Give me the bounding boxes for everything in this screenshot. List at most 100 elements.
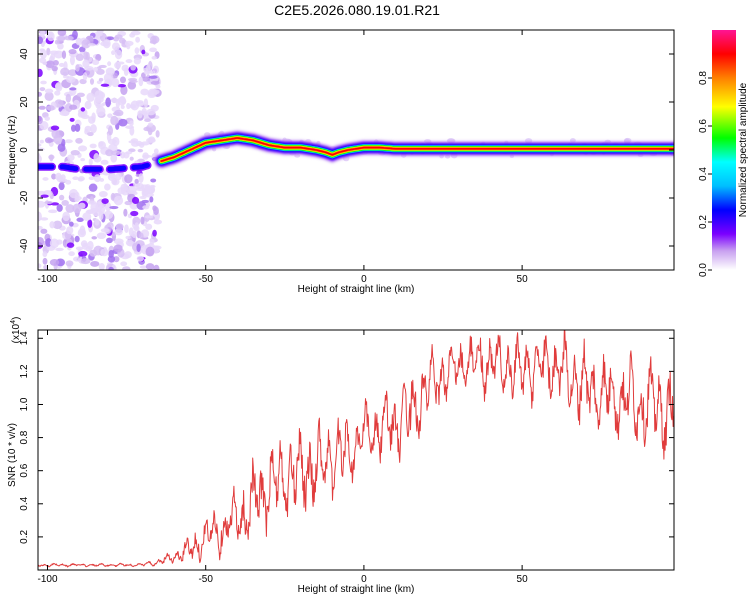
noise-blob xyxy=(131,230,138,239)
bottom-y-tick-label: 0.2 xyxy=(19,530,30,544)
bottom-x-axis-label: Height of straight line (km) xyxy=(298,584,415,595)
noise-blob xyxy=(42,61,48,66)
noise-blob xyxy=(105,97,111,108)
noise-blob xyxy=(100,159,109,165)
noise-blob xyxy=(120,105,125,109)
colorbar-gradient xyxy=(712,30,736,270)
bottom-y-tick-label: 1.2 xyxy=(19,364,30,378)
noise-blob xyxy=(84,125,92,133)
noise-blob xyxy=(105,149,114,157)
noise-blob xyxy=(75,53,84,62)
noise-blob xyxy=(144,215,154,219)
noise-blob xyxy=(124,174,133,184)
noise-blob xyxy=(115,223,124,230)
top-y-tick-label: -40 xyxy=(19,238,30,253)
noise-blob xyxy=(100,228,110,233)
noise-blob xyxy=(95,53,102,62)
noise-blob xyxy=(125,59,133,64)
noise-blob xyxy=(42,251,48,258)
noise-blob xyxy=(44,116,51,121)
noise-blob xyxy=(117,83,127,88)
noise-blob xyxy=(55,247,64,252)
noise-blob xyxy=(106,237,113,244)
bottom-y-ticks: 0.2 0.4 0.6 0.8 1.0 1.2 1.4 xyxy=(19,331,674,544)
noise-blob xyxy=(68,251,75,257)
noise-blob xyxy=(43,265,49,270)
ridge-band xyxy=(160,137,674,162)
noise-blob xyxy=(140,216,145,225)
noise-blob xyxy=(86,92,95,102)
noise-blob xyxy=(145,223,153,230)
noise-blob xyxy=(69,104,78,110)
noise-blob xyxy=(130,210,139,217)
noise-blob xyxy=(122,266,131,270)
noise-blob xyxy=(152,229,157,237)
top-y-ticks: -40 -20 0 20 40 xyxy=(19,48,674,253)
top-x-tick-label: -100 xyxy=(37,274,57,285)
bottom-y-axis-label: SNR (10 * v/v) xyxy=(7,423,18,487)
noise-blob xyxy=(81,242,89,250)
noise-blob xyxy=(38,200,46,208)
noise-blob xyxy=(40,228,48,234)
noise-blob xyxy=(129,104,137,109)
noise-blob xyxy=(152,205,157,212)
noise-blob xyxy=(39,48,45,52)
noise-blob xyxy=(150,178,157,183)
noise-blob xyxy=(108,266,114,270)
y-multiplier-exponent: 4 xyxy=(10,320,17,324)
noise-blob xyxy=(135,36,141,43)
noise-blob xyxy=(134,47,140,55)
noise-blob xyxy=(82,72,88,81)
bottom-y-tick-label: 0.8 xyxy=(19,430,30,444)
noise-blob xyxy=(114,34,123,39)
noise-blob xyxy=(44,88,54,94)
noise-blob xyxy=(39,139,44,144)
y-multiplier-label: (x104) xyxy=(10,317,22,344)
top-x-tick-label: -50 xyxy=(198,274,213,285)
noise-blob xyxy=(88,183,98,192)
noise-blob xyxy=(57,143,66,152)
noise-blob xyxy=(114,49,123,60)
noise-blob xyxy=(75,137,83,144)
noise-blob xyxy=(139,232,144,240)
noise-blob xyxy=(93,67,99,72)
colorbar-tick-label: 0.0 xyxy=(698,263,709,277)
noise-blob xyxy=(74,123,81,132)
noise-blob xyxy=(93,153,100,162)
noise-blob xyxy=(76,217,84,222)
noise-blob xyxy=(68,221,74,227)
top-y-tick-label: -20 xyxy=(19,190,30,205)
noise-blob xyxy=(59,194,65,201)
noise-blob xyxy=(130,138,139,143)
noise-blob xyxy=(49,238,60,249)
noise-blob xyxy=(38,91,42,97)
noise-blob xyxy=(69,55,75,66)
noise-blob xyxy=(49,50,59,55)
noise-blob xyxy=(144,185,152,193)
noise-blob xyxy=(55,172,62,181)
noise-blob xyxy=(125,235,131,240)
figure-title: C2E5.2026.080.19.01.R21 xyxy=(274,2,440,18)
noise-blob xyxy=(107,125,114,136)
noise-blob xyxy=(98,263,105,270)
noise-blob xyxy=(69,117,75,122)
noise-blob xyxy=(143,98,149,108)
noise-blob xyxy=(111,178,120,186)
noise-blob xyxy=(130,64,136,71)
noise-blob xyxy=(54,90,61,96)
top-y-tick-label: 0 xyxy=(19,147,30,153)
colorbar: 0.0 0.2 0.4 0.6 0.8 Normalized spectral ampl… xyxy=(698,30,749,277)
noise-blob xyxy=(131,141,140,147)
noise-blob xyxy=(129,32,136,38)
noise-blob xyxy=(69,87,77,91)
noise-blob xyxy=(70,124,76,132)
bottom-y-tick-label: 0.6 xyxy=(19,463,30,477)
noise-blob xyxy=(65,204,75,213)
noise-blob xyxy=(38,154,42,164)
noise-blob xyxy=(87,131,94,137)
noise-blob xyxy=(82,59,90,68)
noise-blob xyxy=(134,178,139,184)
noise-blob xyxy=(38,115,43,125)
noise-blob xyxy=(145,246,155,257)
noise-blob xyxy=(151,56,157,60)
